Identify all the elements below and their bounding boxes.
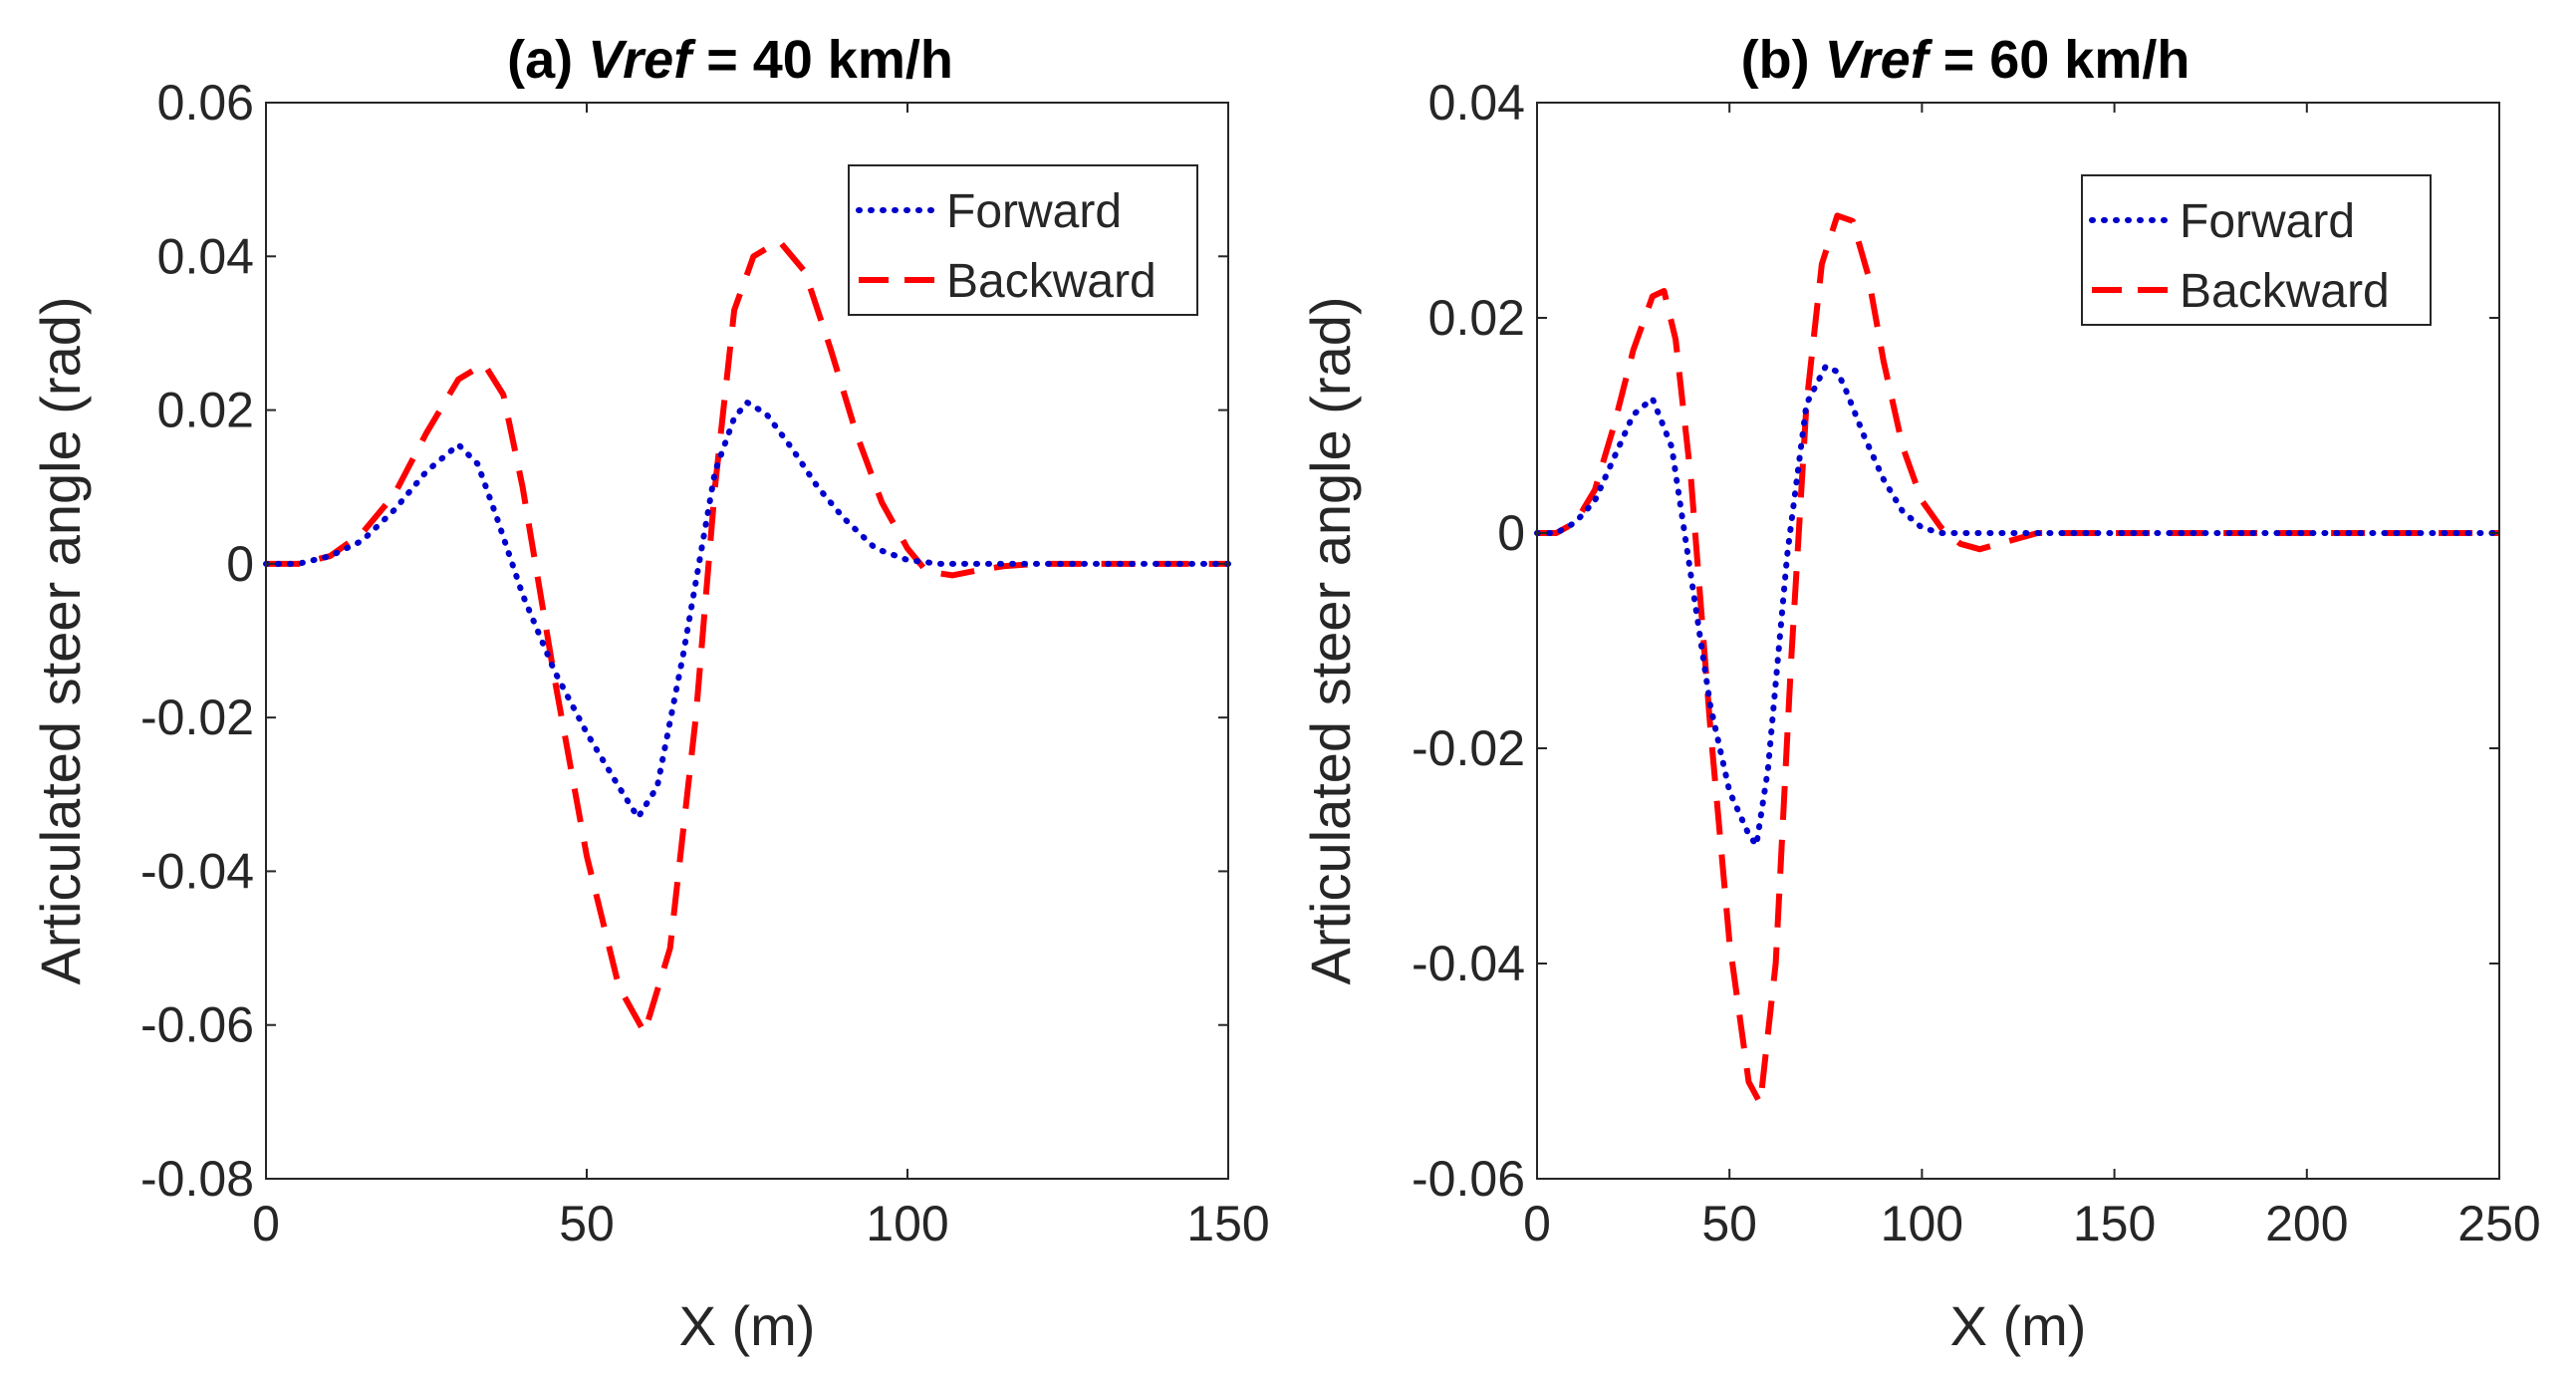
panel-b-xtick-label: 250 <box>2457 1196 2540 1251</box>
panel-a-ytick-label: 0 <box>226 536 254 592</box>
panel-a: (a) Vref = 40 km/h 0 50 100 150 -0.08 -0.06 -0… <box>29 30 1270 1357</box>
panel-a-legend-backward-label: Backward <box>946 255 1157 308</box>
panel-a-ytick-label: 0.02 <box>157 383 254 438</box>
panel-b-ylabel: Articulated steer angle (rad) <box>1299 296 1362 984</box>
panel-a-xlabel: X (m) <box>679 1294 816 1357</box>
panel-a-axes-box <box>265 102 1229 1180</box>
panel-b-legend-box <box>2081 174 2432 326</box>
panel-b-ytick-label: -0.04 <box>1412 936 1525 991</box>
panel-a-xtick-label: 100 <box>866 1196 948 1251</box>
panel-b: (b) Vref = 60 km/h 0 50 100 150 200 250 -0.06 -… <box>1299 30 2541 1357</box>
panel-a-ytick-label: -0.04 <box>140 843 254 899</box>
panel-a-series-backward <box>266 237 1228 1036</box>
panel-b-ytick-label: -0.06 <box>1412 1151 1525 1207</box>
panel-b-ytick-label: -0.02 <box>1412 720 1525 776</box>
panel-b-legend-backward-label: Backward <box>2180 265 2390 318</box>
panel-a-ylabel: Articulated steer angle (rad) <box>29 296 92 984</box>
panel-a-legend-box <box>848 164 1198 316</box>
panel-a-ytick-label: -0.02 <box>140 690 254 745</box>
panel-a-title: (a) Vref = 40 km/h <box>507 30 953 90</box>
panel-a-legend: Forward Backward <box>848 164 1198 316</box>
panel-b-title: (b) Vref = 60 km/h <box>1741 30 2190 90</box>
panel-a-ytick-label: 0.04 <box>157 228 254 284</box>
panel-b-ytick-label: 0.02 <box>1428 290 1525 346</box>
panel-b-xtick-label: 200 <box>2265 1196 2348 1251</box>
panel-b-xtick-label: 100 <box>1881 1196 1963 1251</box>
panel-b-series-forward <box>1534 363 2502 849</box>
panel-a-ytick-label: 0.06 <box>157 75 254 131</box>
panel-b-legend-forward-label: Forward <box>2180 195 2355 248</box>
panel-b-xtick-label: 0 <box>1523 1196 1551 1251</box>
panel-a-ytick-label: -0.08 <box>140 1151 254 1207</box>
panel-b-ytick-label: 0 <box>1497 505 1525 561</box>
panel-a-legend-forward-label: Forward <box>946 185 1122 238</box>
panel-b-xtick-label: 150 <box>2073 1196 2156 1251</box>
panel-b-axes-box <box>1536 102 2500 1180</box>
panel-b-series-backward <box>1537 212 2499 1107</box>
panel-a-series-forward <box>263 399 1231 821</box>
panel-a-ytick-label: -0.06 <box>140 997 254 1053</box>
panel-a-xtick-label: 150 <box>1186 1196 1269 1251</box>
panel-a-xtick-label: 50 <box>559 1196 615 1251</box>
panel-b-legend: Forward Backward <box>2081 174 2432 326</box>
panel-b-ytick-label: 0.04 <box>1428 75 1525 131</box>
panel-a-xtick-label: 0 <box>252 1196 280 1251</box>
panel-b-xlabel: X (m) <box>1950 1294 2087 1357</box>
panel-b-xtick-label: 50 <box>1701 1196 1757 1251</box>
